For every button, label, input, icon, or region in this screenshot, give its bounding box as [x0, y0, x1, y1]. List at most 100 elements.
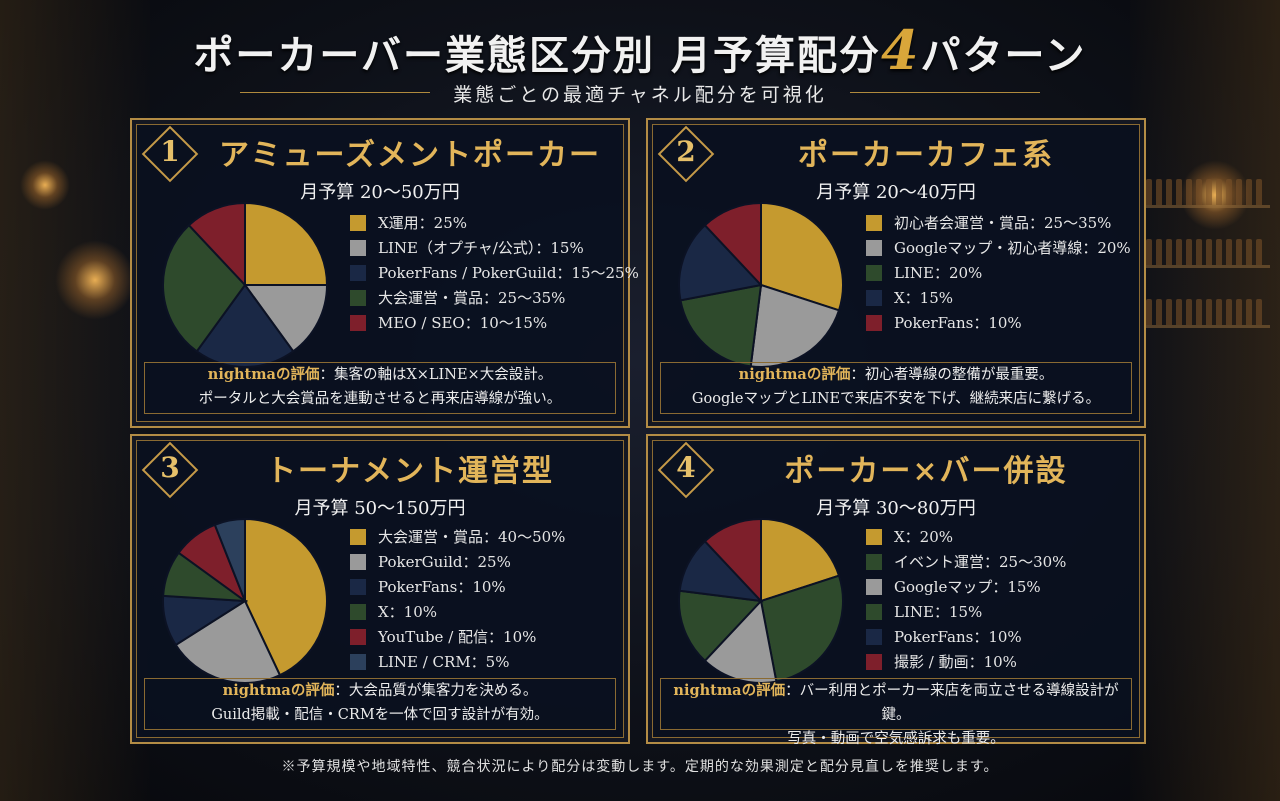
legend-label: LINE：20%: [894, 264, 983, 282]
legend-swatch: [350, 265, 366, 281]
page-subtitle: 業態ごとの最適チャネル配分を可視化: [453, 84, 827, 106]
legend-swatch: [350, 240, 366, 256]
legend-swatch: [350, 215, 366, 231]
bottle-decoration: [1216, 179, 1222, 205]
legend-swatch: [866, 629, 882, 645]
bottle-decoration: [1206, 299, 1212, 325]
bottle-decoration: [1196, 299, 1202, 325]
legend-label: MEO / SEO：10〜15%: [378, 314, 548, 332]
legend-label: LINE：15%: [894, 603, 983, 621]
bottle-decoration: [1146, 179, 1152, 205]
legend-swatch: [866, 265, 882, 281]
bar-shelf: [1140, 205, 1270, 208]
bottle-decoration: [1146, 299, 1152, 325]
bottle-decoration: [1206, 239, 1212, 265]
bottle-decoration: [1246, 299, 1252, 325]
pattern-number: 3: [160, 451, 180, 484]
pie-slice: [749, 283, 841, 368]
pie-slice: [703, 201, 762, 288]
subtitle-row: 業態ごとの最適チャネル配分を可視化: [240, 80, 1040, 106]
legend-label: PokerGuild：25%: [378, 553, 511, 571]
bottle-decoration: [1176, 239, 1182, 265]
evaluation-label: nightmaの評価: [673, 682, 786, 699]
legend-label: YouTube / 配信：10%: [378, 628, 537, 646]
monthly-budget: 月予算 50〜150万円: [294, 498, 466, 519]
bottle-decoration: [1156, 239, 1162, 265]
pie-slice: [678, 589, 764, 663]
background-left-bar: [0, 0, 150, 801]
evaluation-text: ：集客の軸はX×LINE×大会設計。: [319, 367, 553, 383]
legend-swatch: [866, 579, 882, 595]
legend-label: X：20%: [894, 528, 954, 546]
lamp-glow-left: [55, 240, 135, 320]
evaluation-line-2: Guild掲載・配信・CRMを一体で回す設計が有効。: [211, 707, 549, 723]
pattern-title: ポーカーカフェ系: [798, 138, 1054, 173]
pattern-title: ポーカー×バー併設: [784, 454, 1068, 489]
bar-shelf: [1140, 325, 1270, 328]
bottle-decoration: [1216, 299, 1222, 325]
bottle-decoration: [1186, 179, 1192, 205]
evaluation-label: nightmaの評価: [222, 682, 335, 699]
evaluation-box: nightmaの評価：初心者導線の整備が最重要。 GoogleマップとLINEで…: [660, 362, 1132, 414]
lamp-glow-left-top: [20, 160, 70, 210]
legend-label: 大会運営・賞品：40〜50%: [378, 528, 566, 546]
legend-swatch: [350, 315, 366, 331]
page-title: ポーカーバー業態区分別 月予算配分4パターン: [0, 18, 1280, 82]
pattern-panel-3: 3 トーナメント運営型 月予算 50〜150万円 大会運営・賞品：40〜50% P…: [130, 434, 630, 744]
bottle-decoration: [1166, 179, 1172, 205]
legend-label: 大会運営・賞品：25〜35%: [378, 289, 566, 307]
bar-shelf: [1140, 265, 1270, 268]
legend-swatch: [866, 554, 882, 570]
bottle-decoration: [1236, 239, 1242, 265]
bottle-decoration: [1256, 239, 1262, 265]
pattern-title: トーナメント運営型: [266, 454, 554, 489]
pattern-title: アミューズメントポーカー: [219, 138, 601, 173]
evaluation-box: nightmaの評価：大会品質が集客力を決める。 Guild掲載・配信・CRMを…: [144, 678, 616, 730]
bottle-decoration: [1186, 239, 1192, 265]
monthly-budget: 月予算 30〜80万円: [816, 498, 976, 519]
evaluation-text: ：大会品質が集客力を決める。: [334, 683, 538, 699]
pattern-number: 2: [676, 135, 696, 168]
bottle-decoration: [1206, 179, 1212, 205]
pie-slice: [759, 574, 844, 683]
evaluation-text: ：バー利用とポーカー来店を両立させる導線設計が鍵。: [785, 683, 1119, 723]
pattern-panel-1: 1 アミューズメントポーカー 月予算 20〜50万円 X運用：25% LINE（オ…: [130, 118, 639, 428]
pie-slice: [244, 201, 329, 286]
legend-swatch: [350, 290, 366, 306]
pie-slice: [760, 517, 841, 603]
legend-label: X運用：25%: [378, 214, 468, 232]
bottle-decoration: [1216, 239, 1222, 265]
evaluation-line-1: nightmaの評価：大会品質が集客力を決める。: [145, 679, 615, 703]
bottle-decoration: [1156, 179, 1162, 205]
legend-swatch: [350, 604, 366, 620]
pie-slice: [187, 201, 246, 288]
legend-swatch: [866, 654, 882, 670]
evaluation-line-2: GoogleマップとLINEで来店不安を下げ、継続来店に繋げる。: [691, 391, 1101, 407]
legend-label: LINE / CRM：5%: [378, 653, 510, 671]
pie-slice: [243, 284, 329, 353]
pattern-panel-4: 4 ポーカー×バー併設 月予算 30〜80万円 X：20% イベント運営：25〜3…: [646, 434, 1146, 747]
pattern-number: 4: [676, 451, 696, 484]
subtitle-divider-right: [850, 92, 1040, 93]
legend-swatch: [866, 240, 882, 256]
bottle-decoration: [1166, 239, 1172, 265]
legend-swatch: [866, 215, 882, 231]
footnote: ※予算規模や地域特性、競合状況により配分は変動します。定期的な効果測定と配分見直…: [281, 759, 999, 775]
pie-slice: [678, 223, 763, 302]
evaluation-box: nightmaの評価：バー利用とポーカー来店を両立させる導線設計が鍵。 写真・動…: [660, 678, 1132, 747]
pie-slice: [760, 201, 844, 312]
pie-slice: [703, 517, 762, 604]
evaluation-label: nightmaの評価: [738, 366, 851, 383]
background-right-bar: [1130, 0, 1280, 801]
bottle-decoration: [1186, 299, 1192, 325]
legend-label: X：10%: [378, 603, 438, 621]
bottle-decoration: [1166, 299, 1172, 325]
legend-swatch: [350, 629, 366, 645]
monthly-budget: 月予算 20〜50万円: [300, 182, 460, 203]
bottle-decoration: [1156, 299, 1162, 325]
evaluation-box: nightmaの評価：集客の軸はX×LINE×大会設計。 ポータルと大会賞品を連…: [144, 362, 616, 414]
evaluation-line-1: nightmaの評価：集客の軸はX×LINE×大会設計。: [145, 363, 615, 387]
bottle-decoration: [1246, 179, 1252, 205]
legend-label: PokerFans：10%: [894, 314, 1022, 332]
legend-swatch: [350, 579, 366, 595]
